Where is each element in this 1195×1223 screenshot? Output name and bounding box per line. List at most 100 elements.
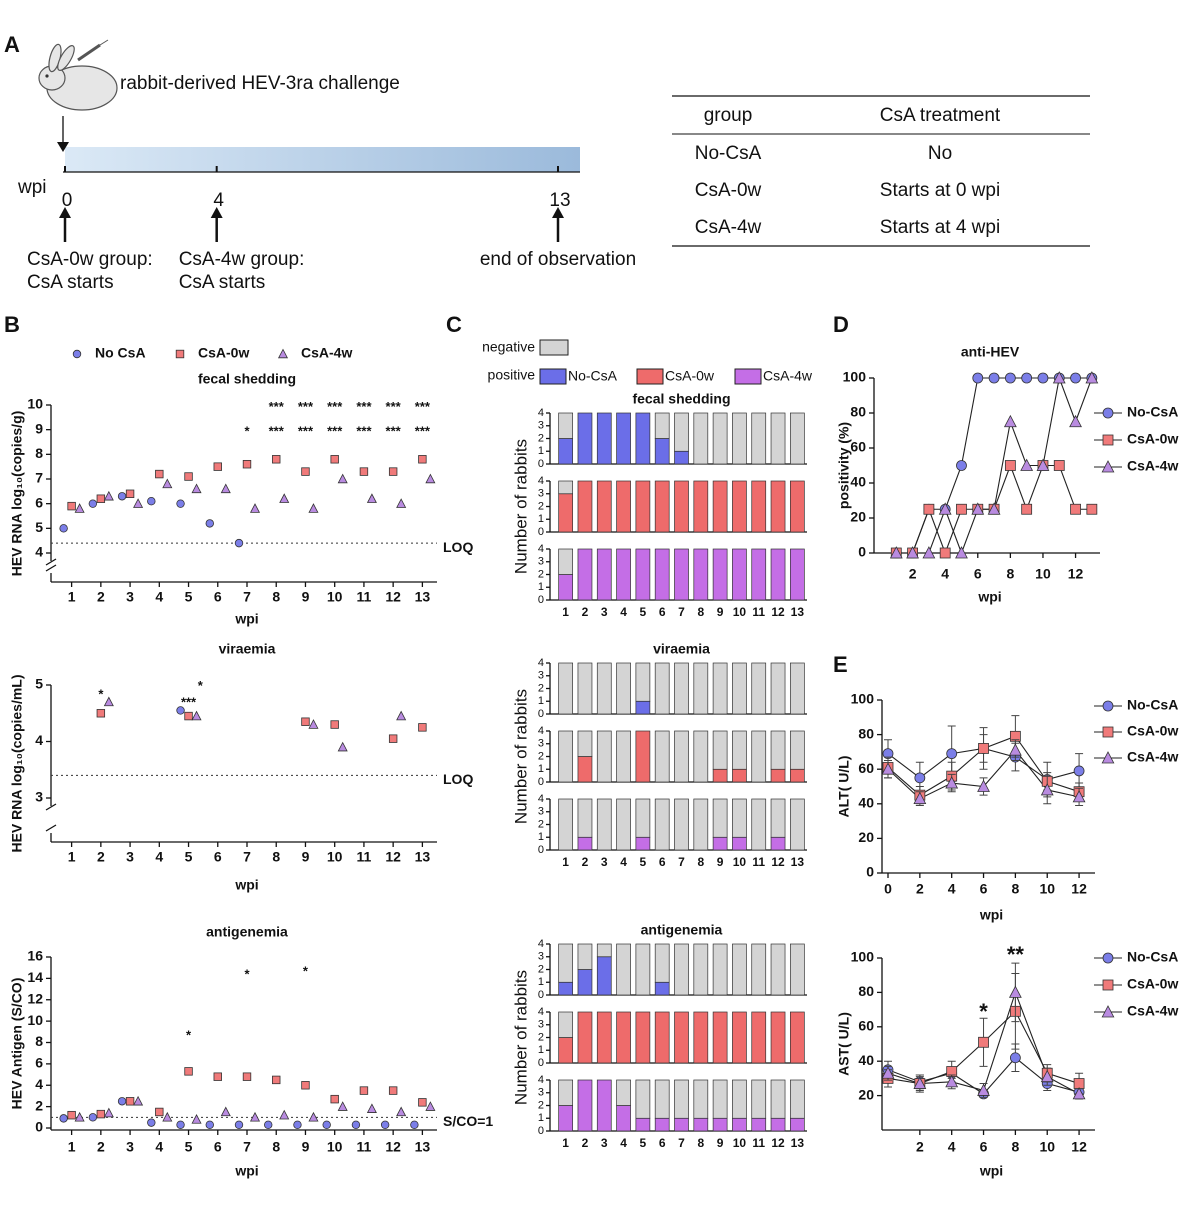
bar-segment: [635, 1079, 651, 1119]
bar-segment: [577, 730, 593, 757]
data-point: [1021, 372, 1033, 384]
bar-segment: [635, 1011, 651, 1064]
bar-segment: [635, 480, 651, 533]
legend-label: No-CsA: [1127, 949, 1178, 965]
x-tick-label: 4: [620, 605, 627, 619]
y-tick-label: 0: [538, 844, 544, 856]
x-tick-label: 4: [948, 881, 956, 897]
data-point: [162, 1111, 173, 1122]
data-point: [220, 483, 231, 494]
bar-segment: [674, 798, 689, 851]
data-point: [242, 1072, 252, 1081]
bar-segment: [770, 730, 786, 770]
bar-segment: [674, 1011, 689, 1064]
note-text: CsA starts: [179, 272, 266, 293]
legend-marker: [1102, 952, 1114, 964]
x-tick-label: 1: [562, 1136, 569, 1150]
data-point: [1072, 1087, 1086, 1100]
y-tick-label: 6: [35, 1055, 43, 1071]
x-tick-label: 3: [126, 849, 134, 865]
data-point: [117, 1097, 127, 1106]
bar-segment: [674, 662, 689, 715]
y-tick-label: 0: [866, 864, 874, 880]
bar-segment: [693, 943, 709, 996]
x-tick-label: 1: [562, 855, 569, 869]
bar-segment: [654, 1079, 670, 1119]
bar-segment: [712, 798, 728, 838]
y-tick-label: 2: [538, 568, 544, 580]
x-tick-label: 2: [97, 849, 105, 865]
bar-segment: [732, 1011, 747, 1064]
bar-segment: [712, 480, 728, 533]
legend-marker: [1101, 460, 1115, 473]
data-point: [213, 1072, 222, 1081]
y-axis-label: AST( U/L): [836, 1012, 852, 1076]
legend-marker: [1102, 979, 1114, 991]
annotation: ***: [269, 424, 285, 439]
bar-segment: [732, 662, 747, 715]
bar-segment: [577, 1011, 593, 1064]
legend-label: CsA-4w: [301, 345, 352, 361]
data-point: [396, 498, 407, 508]
x-tick-label: 4: [155, 849, 163, 865]
axis-break: [45, 824, 57, 832]
table-header: group: [704, 105, 753, 126]
bar-segment: [751, 943, 767, 996]
bar-segment: [751, 1117, 767, 1132]
x-tick-label: 2: [97, 589, 105, 605]
chart-title: viraemia: [219, 641, 276, 657]
y-tick-label: 3: [538, 1087, 544, 1099]
bar-segment: [674, 943, 689, 996]
y-tick-label: 10: [27, 396, 43, 412]
y-tick-label: 16: [27, 948, 43, 964]
x-tick-label: 9: [302, 589, 310, 605]
data-point: [205, 519, 214, 528]
data-point: [956, 460, 967, 471]
y-tick-label: 3: [538, 670, 544, 682]
bar-segment: [596, 1079, 612, 1132]
bar-segment: [674, 412, 689, 452]
annotation: ***: [181, 695, 197, 710]
bar-segment: [751, 1011, 767, 1064]
y-tick-label: 100: [851, 949, 875, 965]
bar-segment: [789, 480, 805, 533]
data-point: [147, 1118, 156, 1127]
data-point: [272, 455, 281, 464]
legend-label: negative: [482, 339, 535, 355]
x-tick-label: 4: [620, 1136, 627, 1150]
bar-segment: [558, 548, 574, 575]
bar-segment: [732, 943, 747, 996]
data-point: [184, 1067, 193, 1076]
data-point: [945, 776, 959, 789]
data-point: [133, 1095, 144, 1106]
bar-segment: [596, 730, 612, 783]
bar-segment: [616, 480, 631, 533]
y-tick-label: 3: [35, 789, 43, 805]
data-point: [1053, 460, 1065, 471]
data-point: [162, 478, 173, 489]
y-tick-label: 4: [538, 725, 544, 737]
bar-segment: [789, 768, 805, 783]
x-tick-label: 5: [185, 589, 193, 605]
bar-segment: [558, 662, 574, 715]
x-tick-label: 12: [385, 589, 401, 605]
y-tick-label: 4: [538, 543, 544, 555]
x-tick-label: 6: [659, 855, 666, 869]
x-tick-label: 6: [659, 1136, 666, 1150]
y-axis-label: HEV Antigen (S/CO): [9, 978, 25, 1110]
x-tick-label: 1: [68, 589, 76, 605]
y-tick-label: 100: [843, 369, 867, 385]
data-point: [1036, 458, 1050, 471]
data-point: [59, 524, 68, 533]
bar-segment: [596, 1011, 612, 1064]
bar-segment: [654, 412, 670, 439]
bar-segment: [732, 1117, 747, 1132]
legend-label: CsA-4w: [763, 368, 813, 384]
panel-a-title: rabbit-derived HEV-3ra challenge: [120, 73, 400, 94]
y-tick-label: 4: [35, 544, 43, 560]
bar-segment: [654, 662, 670, 715]
annotation: ***: [356, 424, 372, 439]
bar-segment: [635, 700, 651, 715]
bar-segment: [693, 798, 709, 851]
